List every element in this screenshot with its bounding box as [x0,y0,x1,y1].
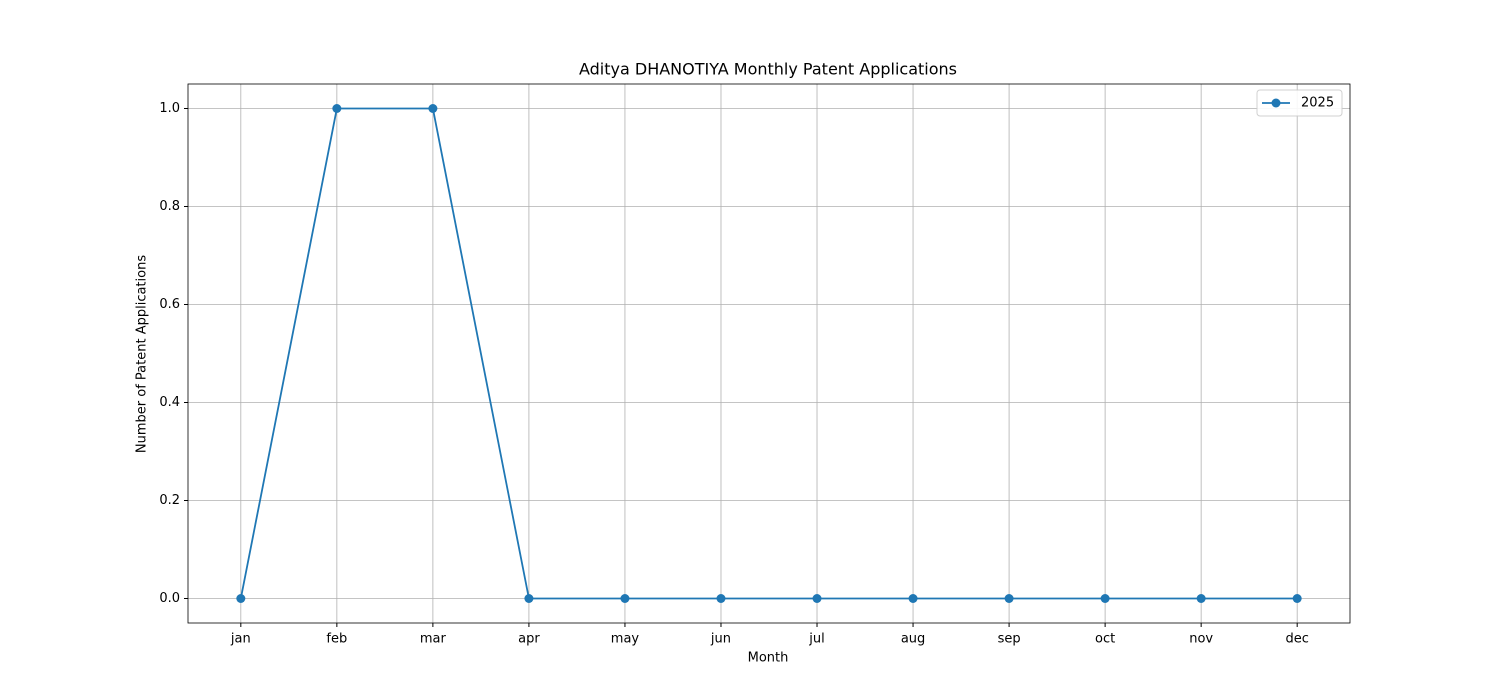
x-tick-label: dec [1285,632,1308,647]
y-tick-label: 0.0 [159,591,180,606]
x-tick-label: jun [710,632,731,647]
data-point [428,104,437,113]
x-tick-label: feb [326,632,347,647]
data-point [1197,594,1206,603]
data-point [716,594,725,603]
x-tick-label: nov [1189,632,1213,647]
data-point [524,594,533,603]
x-tick-label: may [611,632,640,647]
legend-label: 2025 [1301,96,1334,111]
data-point [909,594,918,603]
data-point [332,104,341,113]
data-point [1293,594,1302,603]
y-tick-label: 0.8 [159,199,180,214]
data-point [1005,594,1014,603]
x-axis-label: Month [748,651,789,666]
chart-title: Aditya DHANOTIYA Monthly Patent Applicat… [579,60,957,79]
x-tick-label: aug [901,632,925,647]
y-tick-label: 0.6 [159,297,180,312]
y-axis-label: Number of Patent Applications [135,255,150,453]
x-tick-label: mar [420,632,447,647]
y-tick-label: 0.2 [159,493,180,508]
data-point [813,594,822,603]
data-point [1101,594,1110,603]
x-tick-label: jan [230,632,251,647]
y-tick-label: 1.0 [159,101,180,116]
x-tick-label: sep [998,632,1021,647]
x-tick-label: oct [1095,632,1115,647]
y-tick-label: 0.4 [159,395,180,410]
x-tick-label: apr [518,632,540,647]
chart: Aditya DHANOTIYA Monthly Patent Applicat… [0,0,1500,700]
data-point [236,594,245,603]
data-point [620,594,629,603]
legend-marker [1272,99,1281,108]
x-tick-label: jul [808,632,824,647]
